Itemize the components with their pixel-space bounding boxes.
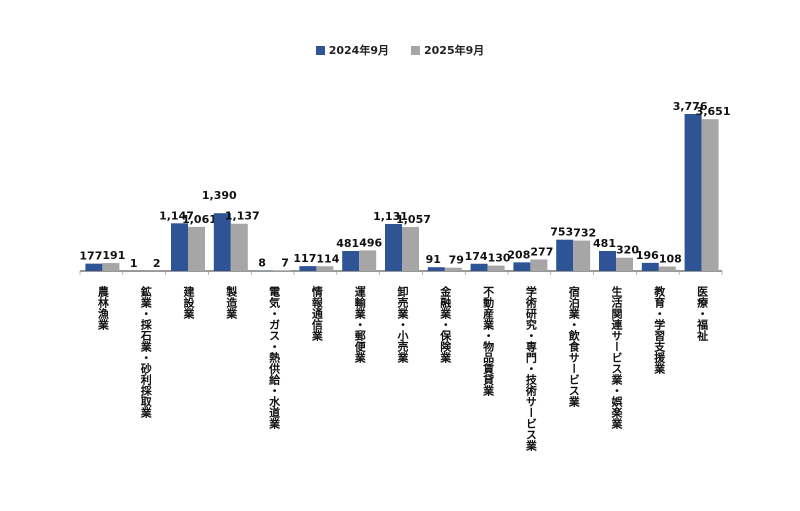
bar-2024 [171,223,188,271]
data-label: 174 [465,250,488,263]
category-label: 建設業 [182,286,195,319]
data-label: 320 [616,244,639,257]
data-label: 208 [507,248,530,261]
bar-2024 [641,262,659,271]
bar-2025 [402,227,419,271]
data-label: 1,131 [373,210,408,223]
category-label: 生活関連サービス業・娯楽業 [610,286,623,429]
bar-2025 [616,257,633,271]
data-label: 91 [426,253,441,266]
category-label: 鉱業・採石業・砂利採取業 [139,286,153,418]
bar-2025 [573,240,591,271]
data-label: 114 [316,252,339,265]
data-label: 481 [593,237,616,250]
data-label: 108 [659,253,682,266]
data-label: 753 [550,226,573,239]
bar-2025 [701,119,719,271]
category-label: 金融業・保険業 [438,286,452,363]
data-label: 1,061 [182,213,217,226]
data-label: 79 [449,254,464,267]
bar-2025 [658,266,676,271]
bar-2025 [230,223,248,271]
bar-2024 [599,251,616,271]
data-label: 8 [258,257,266,270]
bar-2024 [684,114,702,271]
data-label: 3,776 [673,100,708,113]
bar-2024 [85,263,103,271]
data-label: 732 [573,227,596,240]
data-label: 3,651 [696,105,731,118]
bar-2025 [444,267,462,271]
data-label: 496 [359,236,382,249]
bar-2024 [299,266,317,271]
legend-swatch-2024 [315,45,325,55]
bar-2024 [556,239,574,271]
category-label: 製造業 [224,286,238,319]
data-label: 191 [102,249,125,262]
category-label: 農林漁業 [96,286,110,330]
bar-2025 [487,265,505,271]
bar-2024 [513,262,531,271]
bar-2025 [102,263,120,271]
category-label: 卸売業・小売業 [396,286,409,363]
bar-2024 [342,251,360,271]
bar-2025 [188,226,205,271]
data-label: 177 [79,250,102,263]
legend-item-2024: 2024年9月 [315,42,389,58]
category-label: 不動産業・物品賃貸業 [481,286,495,396]
category-label: 宿泊業・飲食サービス業 [567,286,581,407]
legend: 2024年9月 2025年9月 [0,42,800,58]
bar-2025 [530,259,548,271]
data-label: 2 [153,257,161,270]
bar-2025 [359,250,377,271]
data-label: 1 [130,257,138,270]
bar-2024 [470,263,488,271]
category-label: 学術研究・専門・技術サービス業 [524,286,538,451]
data-label: 1,137 [225,210,260,223]
bar-2025 [316,266,334,271]
category-label: 教育・学習支援業 [652,286,666,374]
data-label: 117 [293,252,316,265]
data-label: 481 [336,237,359,250]
data-label: 196 [636,249,659,262]
legend-label-2025: 2025年9月 [424,44,485,57]
bar-2024 [427,267,445,271]
category-label: 情報通信業 [310,286,324,341]
legend-swatch-2025 [411,45,420,55]
data-label: 1,390 [202,189,237,202]
data-label: 130 [488,252,511,265]
legend-label-2024: 2024年9月 [328,44,389,57]
category-label: 電気・ガス・熱供給・水道業 [267,286,281,429]
data-label: 1,057 [396,213,431,226]
category-label: 運輸業・郵便業 [353,286,367,363]
bar-2024 [385,223,402,271]
category-label: 医療・福祉 [695,286,709,341]
data-label: 277 [530,245,553,258]
bar-2024 [213,213,231,271]
data-label: 1,147 [159,209,194,222]
data-label: 7 [281,257,289,270]
legend-item-2025: 2025年9月 [411,42,484,58]
